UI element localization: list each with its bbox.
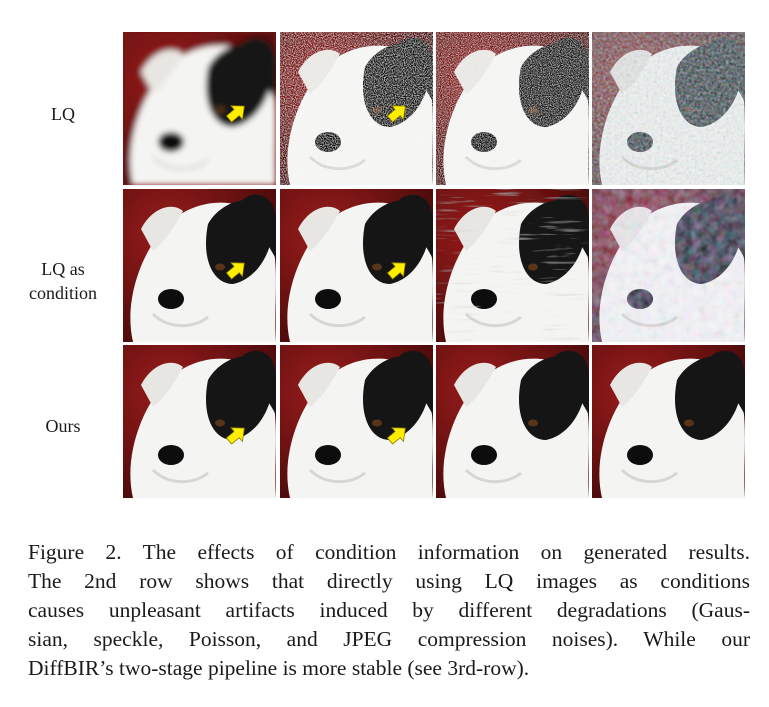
dog-photo-tile xyxy=(436,189,589,342)
arrow-icon xyxy=(386,427,406,445)
arrow-icon xyxy=(386,105,406,123)
dog-photo-tile xyxy=(280,345,433,498)
caption-line: DiffBIR’s two-stage pipeline is more sta… xyxy=(28,656,530,680)
arrow-icon xyxy=(225,427,245,445)
caption-line: The 2nd row shows that directly using LQ… xyxy=(28,569,750,593)
row-label-ours: Ours xyxy=(14,414,112,438)
caption-line: sian, speckle, Poisson, and JPEG compres… xyxy=(28,627,750,651)
row-label-lq-as-condition: LQ as condition xyxy=(14,257,112,305)
dog-photo-tile xyxy=(280,32,433,185)
figure-caption: Figure 2. The effects of condition infor… xyxy=(28,538,750,683)
row-label-lq: LQ xyxy=(14,102,112,126)
arrow-icon xyxy=(225,262,245,280)
row-label-line: condition xyxy=(29,283,97,303)
dog-photo-tile xyxy=(123,345,276,498)
arrow-icon xyxy=(225,105,245,123)
dog-photo-tile xyxy=(592,32,745,185)
dog-photo-tile xyxy=(436,32,589,185)
dog-photo-tile xyxy=(592,189,745,342)
row-label-line: LQ as xyxy=(41,259,85,279)
dog-photo-tile xyxy=(123,32,276,185)
row-label-line: LQ xyxy=(51,104,75,124)
dog-photo-tile xyxy=(592,345,745,498)
caption-line: causes unpleasant artifacts induced by d… xyxy=(28,598,750,622)
dog-photo-tile xyxy=(280,189,433,342)
caption-line: Figure 2. The effects of condition infor… xyxy=(28,540,750,564)
dog-photo-tile xyxy=(123,189,276,342)
dog-photo-tile xyxy=(436,345,589,498)
row-label-line: Ours xyxy=(45,416,81,436)
arrow-icon xyxy=(386,262,406,280)
